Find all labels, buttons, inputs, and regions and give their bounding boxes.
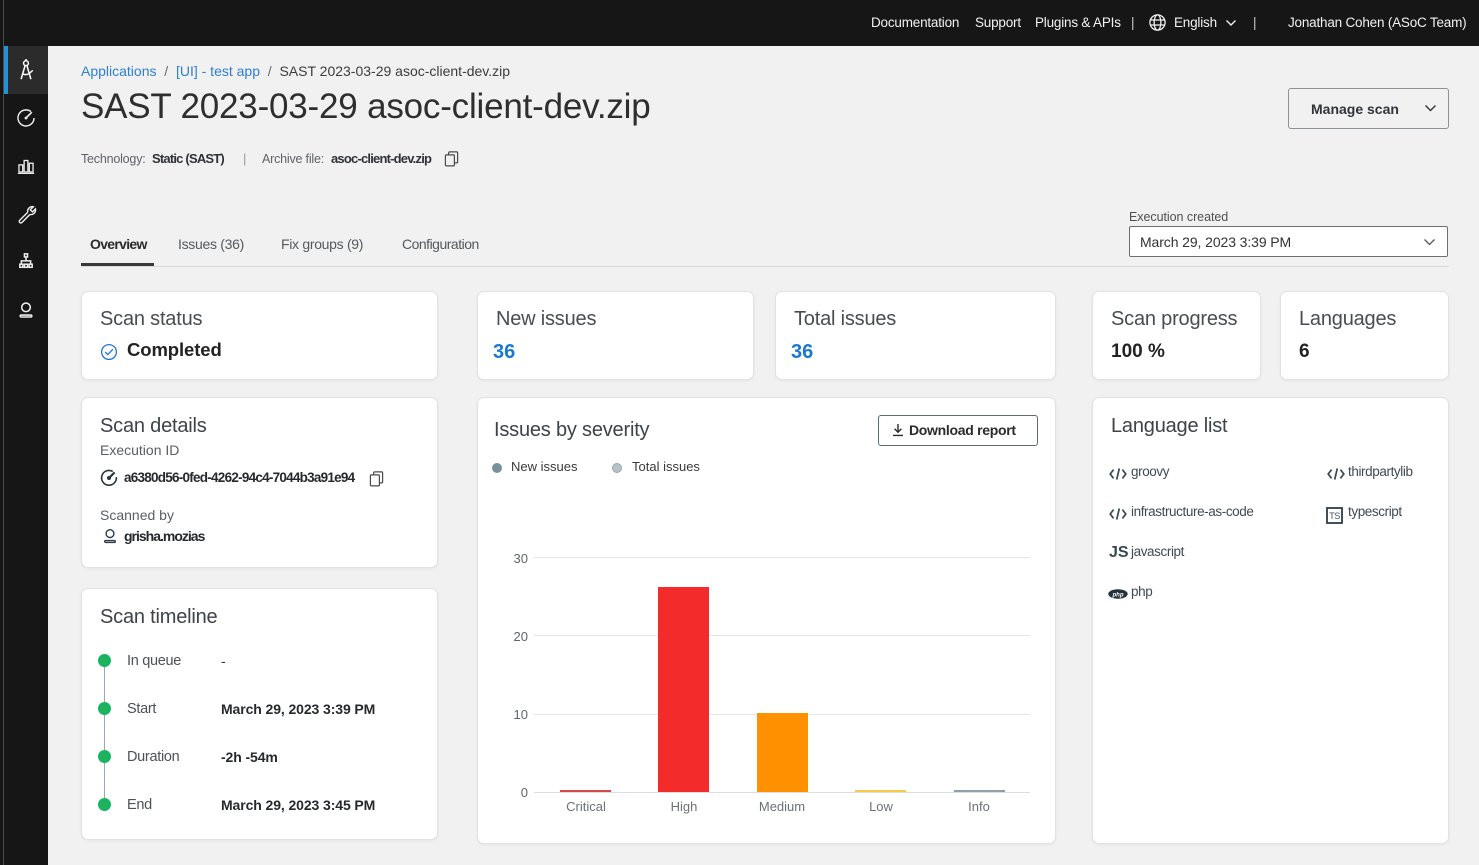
- svg-text:TS: TS: [1329, 511, 1340, 521]
- svg-text:php: php: [1112, 592, 1124, 598]
